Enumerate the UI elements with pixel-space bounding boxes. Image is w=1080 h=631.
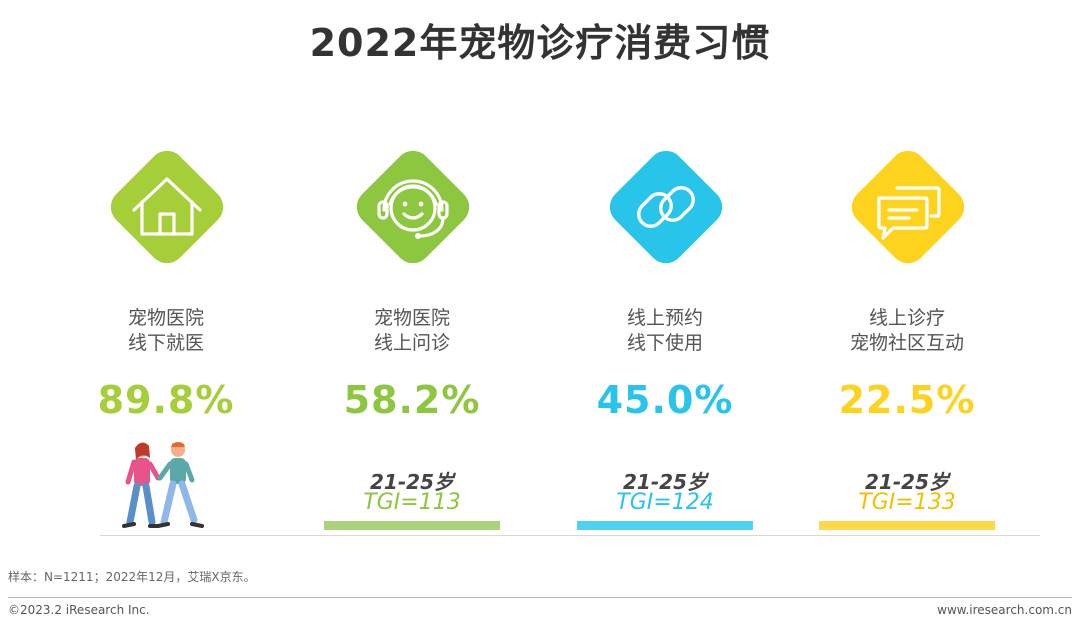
highlight-bar <box>577 521 753 530</box>
stat-label-line-2: 线上问诊 <box>373 332 450 354</box>
stat-column-1: 宠物医院 线下就医 89.8% <box>56 138 276 538</box>
tgi-value: TGI=133 <box>858 490 956 515</box>
stat-value: 58.2% <box>343 378 481 422</box>
walking-couple-illustration <box>112 438 216 536</box>
age-group: 21-25岁 <box>370 470 454 494</box>
stat-label: 宠物医院 线下就医 <box>56 306 276 356</box>
age-group: 21-25岁 <box>865 470 949 494</box>
headset-smile-icon <box>344 138 482 276</box>
tgi-value: TGI=113 <box>363 490 461 515</box>
website-text: www.iresearch.com.cn <box>937 603 1072 617</box>
stat-column-2: 宠物医院 线上问诊 58.2% 21-25岁 TGI=113 <box>302 138 522 538</box>
source-note: 样本：N=1211；2022年12月，艾瑞X京东。 <box>8 570 256 584</box>
link-icon <box>597 138 735 276</box>
highlight-bar <box>819 521 995 530</box>
stat-label: 线上预约 线下使用 <box>555 306 775 356</box>
stat-label-line-1: 线上预约 <box>626 307 703 329</box>
highlight-bar <box>324 521 500 530</box>
stat-label-line-1: 线上诊疗 <box>868 307 945 329</box>
stat-value: 89.8% <box>97 378 235 422</box>
stat-label-line-1: 宠物医院 <box>373 307 450 329</box>
stat-label-line-2: 线下就医 <box>127 332 204 354</box>
stat-column-4: 线上诊疗 宠物社区互动 22.5% 21-25岁 TGI=133 <box>797 138 1017 538</box>
stat-label: 宠物医院 线上问诊 <box>302 306 522 356</box>
tgi-value: TGI=124 <box>616 490 714 515</box>
chat-bubbles-icon <box>839 138 977 276</box>
page-title: 2022年宠物诊疗消费习惯 <box>309 21 771 65</box>
stat-label-line-2: 宠物社区互动 <box>849 332 964 354</box>
stat-column-3: 线上预约 线下使用 45.0% 21-25岁 TGI=124 <box>555 138 775 538</box>
copyright-text: ©2023.2 iResearch Inc. <box>8 603 150 617</box>
house-icon <box>98 138 236 276</box>
footer-divider <box>8 597 1072 598</box>
stat-label-line-2: 线下使用 <box>626 332 703 354</box>
stat-label-line-1: 宠物医院 <box>127 307 204 329</box>
stat-value: 22.5% <box>838 378 976 422</box>
baseline-divider <box>100 535 1040 536</box>
stat-label: 线上诊疗 宠物社区互动 <box>797 306 1017 356</box>
age-group: 21-25岁 <box>623 470 707 494</box>
stat-value: 45.0% <box>596 378 734 422</box>
